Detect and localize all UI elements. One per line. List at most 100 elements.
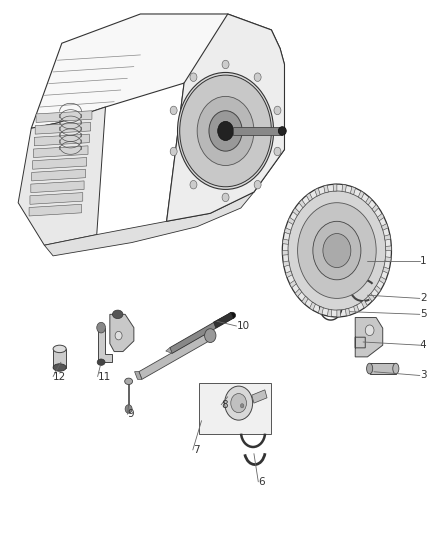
Polygon shape (337, 310, 341, 317)
Text: 12: 12 (53, 372, 66, 382)
Polygon shape (385, 257, 391, 262)
Polygon shape (384, 235, 391, 240)
Ellipse shape (279, 127, 286, 135)
Circle shape (180, 75, 272, 187)
Polygon shape (306, 193, 312, 201)
Polygon shape (134, 372, 142, 379)
Text: 9: 9 (127, 409, 134, 419)
Polygon shape (361, 300, 367, 308)
Circle shape (283, 184, 392, 317)
Polygon shape (302, 296, 308, 304)
Polygon shape (293, 208, 300, 215)
Polygon shape (29, 204, 81, 216)
Polygon shape (295, 289, 302, 297)
Polygon shape (368, 293, 375, 302)
Polygon shape (284, 228, 291, 234)
Polygon shape (328, 309, 332, 317)
Polygon shape (283, 261, 290, 266)
Polygon shape (381, 223, 388, 230)
Circle shape (231, 393, 247, 413)
Polygon shape (374, 286, 381, 293)
Polygon shape (353, 305, 359, 313)
Polygon shape (139, 332, 212, 379)
Polygon shape (286, 271, 292, 278)
Polygon shape (290, 280, 297, 288)
Polygon shape (98, 328, 112, 362)
Polygon shape (252, 390, 267, 403)
Circle shape (288, 191, 386, 310)
Polygon shape (31, 181, 84, 192)
Polygon shape (386, 246, 392, 251)
Polygon shape (378, 213, 384, 221)
Circle shape (297, 203, 376, 298)
Text: 11: 11 (98, 372, 111, 382)
Circle shape (190, 181, 197, 189)
Ellipse shape (125, 378, 133, 384)
Polygon shape (31, 14, 280, 128)
Polygon shape (355, 318, 383, 357)
Polygon shape (34, 134, 89, 146)
Polygon shape (283, 251, 288, 255)
Ellipse shape (229, 312, 236, 319)
Polygon shape (199, 383, 272, 434)
Polygon shape (288, 217, 294, 224)
Circle shape (254, 181, 261, 189)
Ellipse shape (97, 359, 105, 366)
Polygon shape (342, 184, 346, 192)
Polygon shape (346, 308, 350, 316)
Text: 6: 6 (258, 477, 265, 487)
Circle shape (177, 72, 274, 189)
Ellipse shape (53, 345, 66, 353)
Circle shape (240, 403, 244, 408)
Polygon shape (358, 191, 364, 199)
Polygon shape (170, 312, 233, 353)
Polygon shape (36, 111, 92, 123)
Circle shape (115, 332, 122, 340)
Circle shape (205, 329, 216, 343)
Circle shape (274, 147, 281, 156)
Ellipse shape (53, 364, 66, 371)
Polygon shape (33, 146, 88, 158)
Text: 1: 1 (420, 256, 427, 266)
Circle shape (197, 96, 254, 165)
Polygon shape (383, 267, 389, 273)
Polygon shape (372, 204, 379, 212)
Circle shape (313, 221, 361, 280)
Polygon shape (350, 187, 356, 195)
Polygon shape (324, 185, 328, 193)
Polygon shape (299, 200, 305, 208)
Polygon shape (283, 239, 289, 244)
Circle shape (218, 122, 233, 141)
Polygon shape (166, 348, 172, 353)
Text: 5: 5 (420, 309, 427, 319)
Polygon shape (44, 192, 254, 256)
Circle shape (170, 147, 177, 156)
Polygon shape (18, 107, 106, 245)
Text: 8: 8 (221, 400, 228, 410)
Polygon shape (333, 184, 337, 191)
Polygon shape (370, 364, 396, 374)
Polygon shape (35, 123, 91, 134)
Circle shape (323, 233, 351, 268)
Polygon shape (310, 302, 315, 310)
Polygon shape (166, 14, 285, 221)
Ellipse shape (113, 310, 123, 319)
Polygon shape (32, 169, 85, 181)
Circle shape (254, 73, 261, 82)
Circle shape (225, 386, 253, 420)
Text: 3: 3 (420, 370, 427, 381)
Polygon shape (366, 197, 372, 205)
Ellipse shape (393, 364, 399, 374)
Polygon shape (213, 312, 233, 328)
Circle shape (222, 60, 229, 69)
Polygon shape (30, 192, 83, 204)
Polygon shape (53, 349, 66, 368)
Text: 4: 4 (420, 340, 427, 350)
Polygon shape (379, 277, 386, 284)
Circle shape (222, 193, 229, 201)
Circle shape (274, 106, 281, 115)
Circle shape (125, 405, 132, 413)
Polygon shape (166, 49, 285, 221)
Polygon shape (110, 314, 134, 352)
Ellipse shape (367, 364, 373, 374)
